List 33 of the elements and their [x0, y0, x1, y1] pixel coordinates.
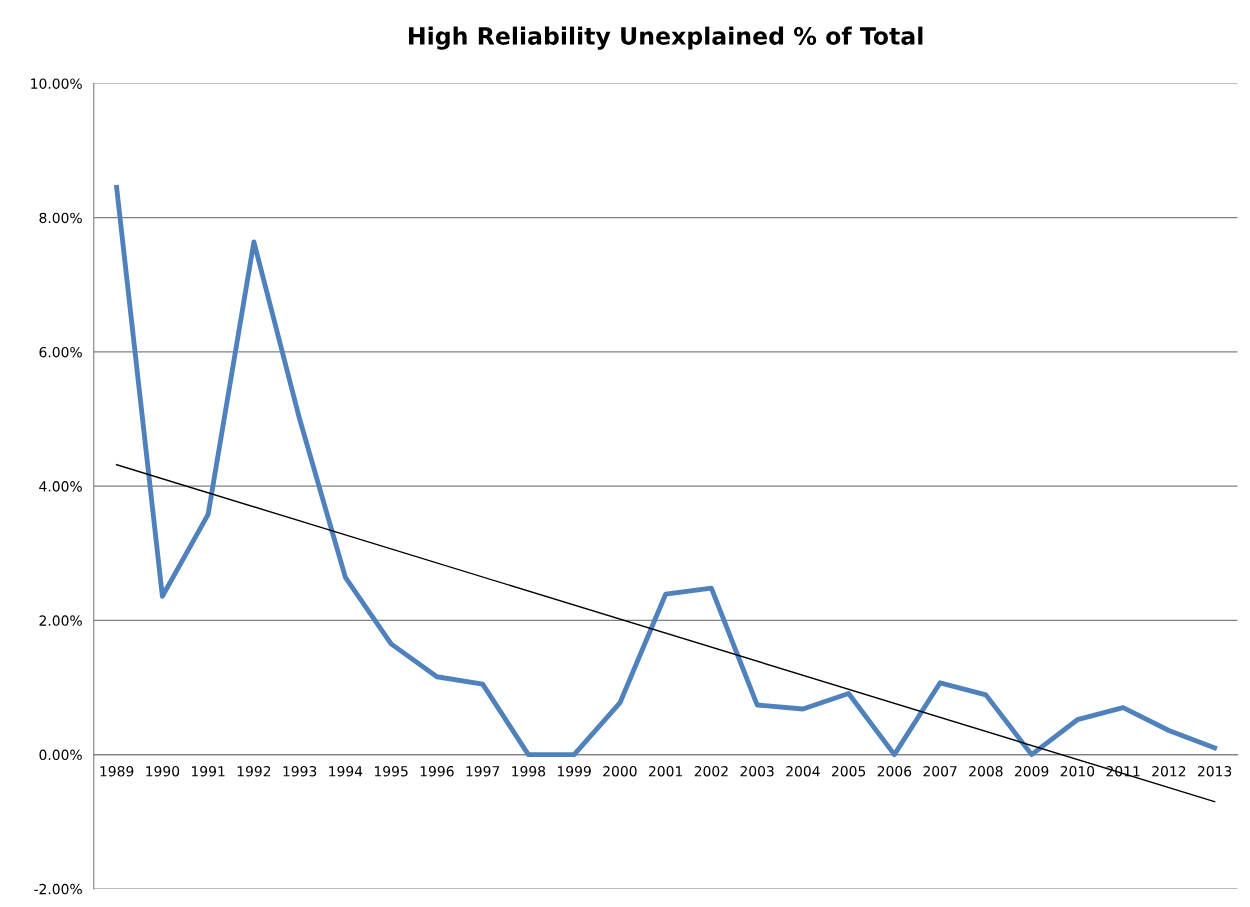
line-series: [114, 185, 1218, 758]
x-tick-label: 2013: [1197, 765, 1232, 777]
y-tick-label: 4.00%: [39, 481, 82, 492]
y-tick-label: 8.00%: [39, 212, 82, 224]
x-tick-label: 1994: [329, 765, 363, 777]
y-tick-label: 0.00%: [39, 749, 82, 761]
x-tick-label: 2007: [923, 765, 957, 777]
x-tick-label: 2004: [786, 765, 820, 777]
x-tick-label: 1996: [420, 765, 454, 777]
x-tick-label: 2012: [1152, 765, 1186, 777]
x-tick-label: 2001: [648, 765, 683, 777]
x-tick-label: 1993: [283, 765, 317, 777]
x-tick-label: 2005: [831, 765, 866, 777]
y-tick-label: -2.00%: [34, 883, 82, 895]
x-tick-label: 2010: [1060, 765, 1095, 777]
x-tick-label: 1997: [466, 765, 500, 777]
x-tick-label: 1990: [146, 765, 180, 777]
x-tick-label: 1991: [191, 765, 225, 777]
x-tick-label: 2000: [603, 765, 637, 777]
x-tick-label: 1995: [374, 765, 408, 777]
x-tick-label: 2006: [877, 765, 912, 777]
x-tick-label: 1992: [237, 765, 271, 777]
x-tick-label: 2009: [1014, 765, 1049, 777]
x-tick-label: 2008: [969, 765, 1003, 777]
x-tick-label: 1999: [557, 765, 591, 777]
y-tick-label: 10.00%: [31, 78, 82, 89]
y-tick-label: 2.00%: [39, 615, 82, 626]
x-tick-label: 1989: [100, 765, 134, 777]
x-tick-label: 2002: [694, 765, 728, 777]
chart-title: High Reliability Unexplained % of Total: [409, 26, 923, 50]
x-tick-label: 1998: [512, 765, 546, 777]
y-tick-label: 6.00%: [39, 346, 82, 358]
x-tick-label: 2003: [740, 765, 774, 777]
